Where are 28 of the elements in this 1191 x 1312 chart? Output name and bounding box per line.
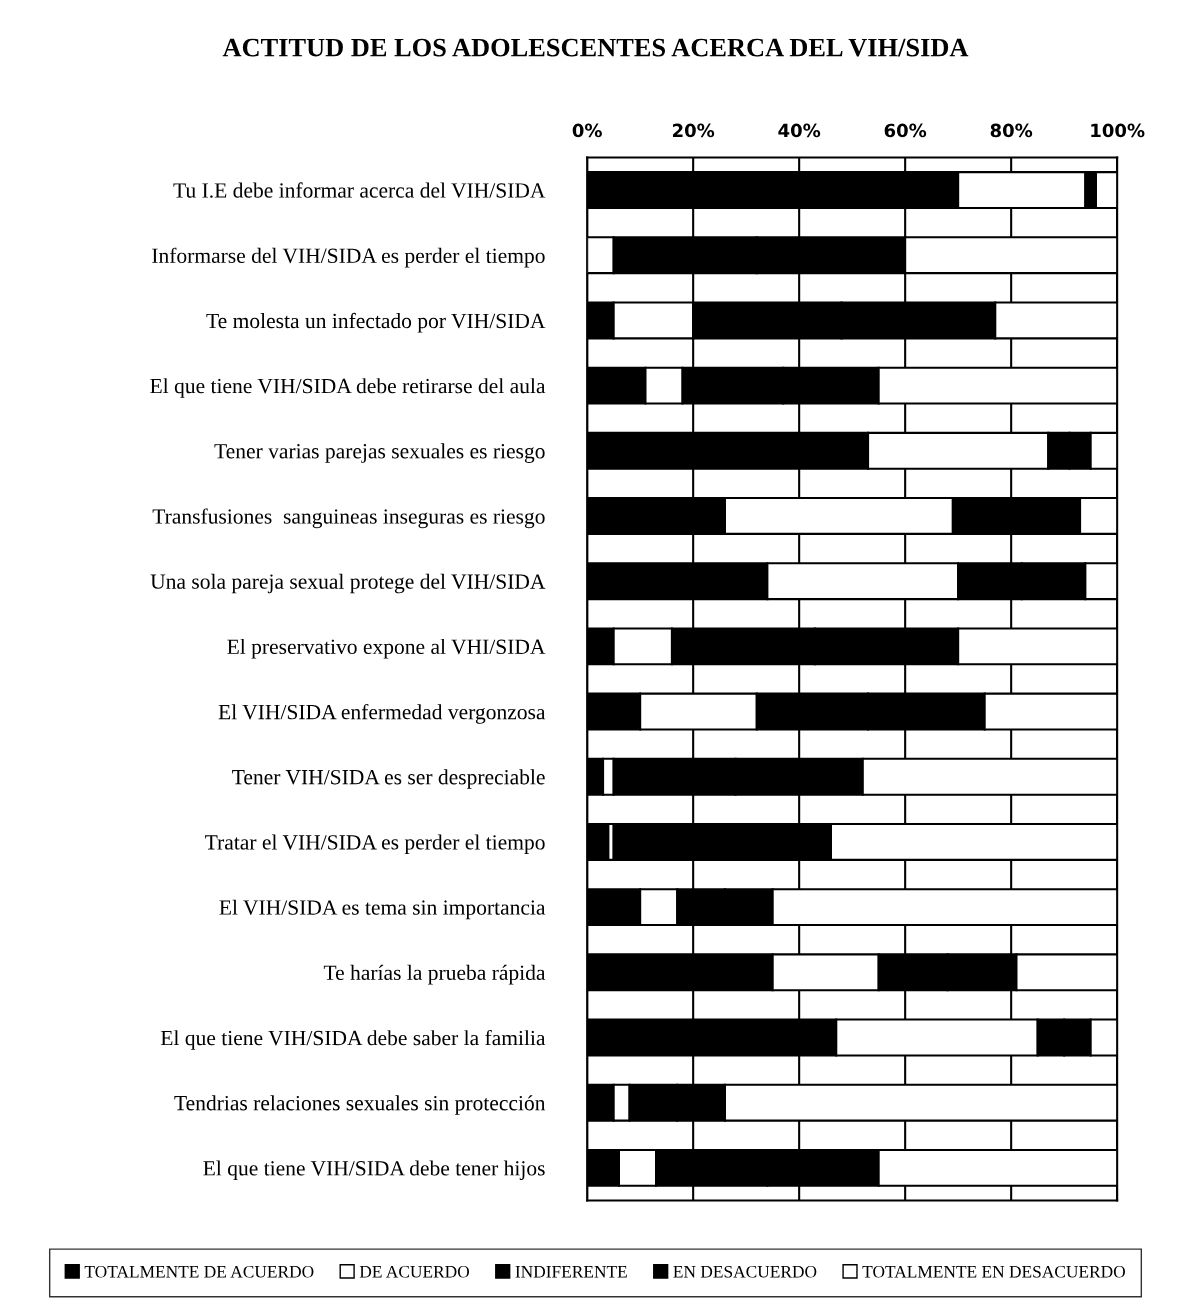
legend-label: TOTALMENTE DE ACUERDO <box>84 1265 314 1278</box>
y-tick-label: Tu I.E debe informar acerca del VIH/SIDA <box>173 182 546 198</box>
y-tick-label: El VIH/SIDA es tema sin importancia <box>219 899 546 920</box>
legend-label: EN DESACUERDO <box>673 1265 817 1278</box>
y-tick-label: Tendrias relaciones sexuales sin protección <box>174 1095 546 1115</box>
y-tick-label: El que tiene VIH/SIDA debe tener hijos <box>203 1160 545 1180</box>
y-tick-label: Tener VIH/SIDA es ser despreciable <box>232 769 545 789</box>
y-tick-label: El VIH/SIDA enfermedad vergonzosa <box>218 703 546 724</box>
x-tick-label: 100% <box>1091 123 1145 138</box>
legend-label: DE ACUERDO <box>359 1265 470 1278</box>
y-tick-label: Transfusiones sanguineas inseguras es riesgo <box>152 508 545 529</box>
y-tick-label: Tener varias parejas sexuales es riesgo <box>214 443 545 463</box>
x-tick-label: 0% <box>572 123 602 138</box>
chart-title: ACTITUD DE LOS ADOLESCENTES ACERCA DEL VIH/SIDA <box>222 38 969 57</box>
x-tick-label: 60% <box>884 123 927 138</box>
y-tick-label: El que tiene VIH/SIDA debe saber la familia <box>160 1029 546 1050</box>
x-tick-label: 20% <box>672 123 715 138</box>
x-tick-label: 40% <box>778 123 821 138</box>
y-tick-label: Tratar el VIH/SIDA es perder el tiempo <box>205 834 545 854</box>
y-tick-label: El que tiene VIH/SIDA debe retirarse del aula <box>150 378 546 398</box>
y-tick-label: El preservativo expone al VHI/SIDA <box>227 638 546 659</box>
y-tick-label: Te harías la prueba rápida <box>323 964 546 985</box>
y-tick-label: Te molesta un infectado por VIH/SIDA <box>206 312 546 333</box>
y-tick-label: Informarse del VIH/SIDA es perder el tiempo <box>152 247 545 268</box>
y-tick-label: Una sola pareja sexual protege del VIH/SIDA <box>150 573 546 594</box>
legend-label: TOTALMENTE EN DESACUERDO <box>862 1265 1125 1278</box>
legend-label: INDIFERENTE <box>515 1266 627 1278</box>
x-tick-label: 80% <box>990 123 1033 138</box>
